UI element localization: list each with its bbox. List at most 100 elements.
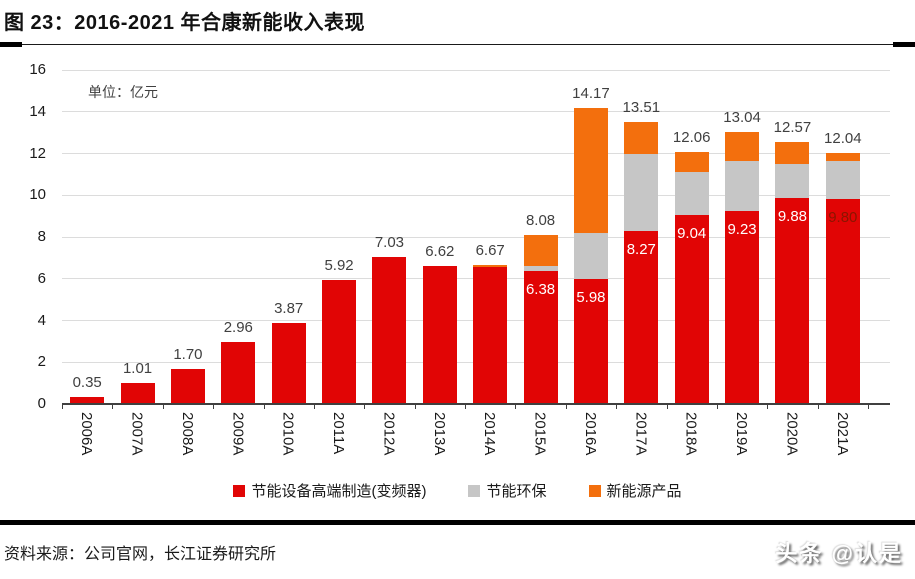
x-axis-line [62,403,890,405]
bar-segment [825,199,860,404]
bar-segment [624,121,659,155]
y-axis-tick-label: 2 [37,353,46,371]
gridline [62,236,890,238]
legend-swatch-icon [468,484,481,497]
x-axis-label: 2013A [430,412,448,456]
x-axis-label: 2021A [833,412,851,456]
bar-segment-inside-label: 9.04 [677,225,707,243]
x-axis-tickmark [313,405,315,409]
y-axis-tick-label: 4 [37,311,46,329]
x-axis-tickmark [263,405,265,409]
x-axis-label: 2017A [632,412,650,456]
x-axis-tickmark [817,405,819,409]
page-title: 图 23：2016-2021 年合康新能收入表现 [4,12,366,34]
bar-segment [674,172,709,216]
bar-segment [473,266,508,404]
x-axis-tickmark [616,405,618,409]
bar-segment [674,215,709,404]
legend-swatch-icon [233,484,246,497]
bar-segment [70,396,105,404]
y-axis-tick-label: 0 [37,395,46,412]
title-divider-left-cap [0,42,22,47]
title-divider-line [0,44,915,45]
bar-segment-inside-label: 9.23 [727,221,757,239]
y-axis-tick-label: 10 [29,186,46,204]
bar-segment-inside-label: 9.80 [828,209,858,227]
bar-segment [825,161,860,200]
bar-total-label: 8.08 [525,212,556,230]
bar-segment [422,265,457,404]
bar-segment [725,161,760,212]
bar-segment-inside-label: 9.88 [777,207,808,225]
chart-legend: 节能设备高端制造(变频器) 节能环保 新能源产品 [0,480,915,501]
x-axis-tickmark [162,405,164,409]
bar-total-label: 13.51 [622,98,661,116]
legend-item: 节能环保 [468,480,547,501]
bar-segment [573,279,608,404]
legend-label: 新能源产品 [606,483,682,500]
bar-segment [725,131,760,162]
x-axis-label: 2020A [783,412,801,456]
y-axis-tick-label: 14 [29,102,46,120]
bar-segment [775,197,810,404]
bar-segment [573,108,608,234]
x-axis-label: 2018A [682,412,700,456]
bar-segment [170,368,205,404]
x-axis-tickmark [716,405,718,409]
bar-segment [573,233,608,280]
source-text: 资料来源：公司官网，长江证券研究所 [4,546,277,563]
bar-total-label: 6.62 [425,242,455,260]
bar-total-label: 12.06 [672,129,711,147]
gridline [62,194,890,196]
x-axis-label: 2019A [733,412,751,456]
bar-segment [322,280,357,404]
bar-total-label: 7.03 [374,234,405,252]
bar-segment [372,257,407,404]
x-axis-tickmark [112,405,114,409]
x-axis-tickmark [565,405,567,409]
x-axis-label: 2012A [380,412,398,456]
bar-total-label: 14.17 [572,85,610,103]
title-divider [0,42,915,48]
title-divider-right-cap [893,42,915,47]
x-axis-tickmark [213,405,215,409]
bar-total-label: 5.92 [324,257,354,275]
bar-segment [523,235,558,266]
bar-total-label: 1.70 [173,345,203,363]
bar-total-label: 1.01 [122,359,153,377]
x-axis-tickmark [414,405,416,409]
x-axis-tickmark [666,405,668,409]
bar-total-label: 13.04 [723,108,761,126]
bar-segment [624,154,659,232]
x-axis-label: 2011A [330,412,348,455]
bar-segment-inside-label: 6.38 [525,280,556,298]
y-axis-tick-label: 16 [29,61,46,78]
x-axis-label: 2014A [481,412,499,456]
bar-segment [674,152,709,173]
bar-total-label: 12.57 [773,118,812,136]
legend-item: 新能源产品 [588,480,682,501]
bar-segment [825,152,860,161]
x-axis-label: 2006A [78,412,96,456]
x-axis-label: 2015A [531,412,549,456]
bar-segment [725,211,760,404]
x-axis-label: 2016A [581,412,599,456]
bar-total-label: 2.96 [223,319,253,337]
x-axis-label: 2008A [178,412,196,456]
bar-segment [473,264,508,267]
x-axis-label: 2010A [279,412,297,456]
legend-label: 节能设备高端制造(变频器) [251,483,427,500]
x-axis-label: 2007A [128,412,146,456]
unit-label: 单位：亿元 [88,84,158,100]
x-axis-tickmark [465,405,466,409]
bar-segment [120,382,155,404]
x-axis-tickmark [62,405,63,409]
watermark: 头条 @认是 [775,541,903,566]
x-axis-tickmark [767,405,769,409]
bar-segment-inside-label: 5.98 [576,289,606,307]
bar-segment [624,231,659,404]
bar-segment [523,270,558,404]
x-axis-tickmark [364,405,366,409]
